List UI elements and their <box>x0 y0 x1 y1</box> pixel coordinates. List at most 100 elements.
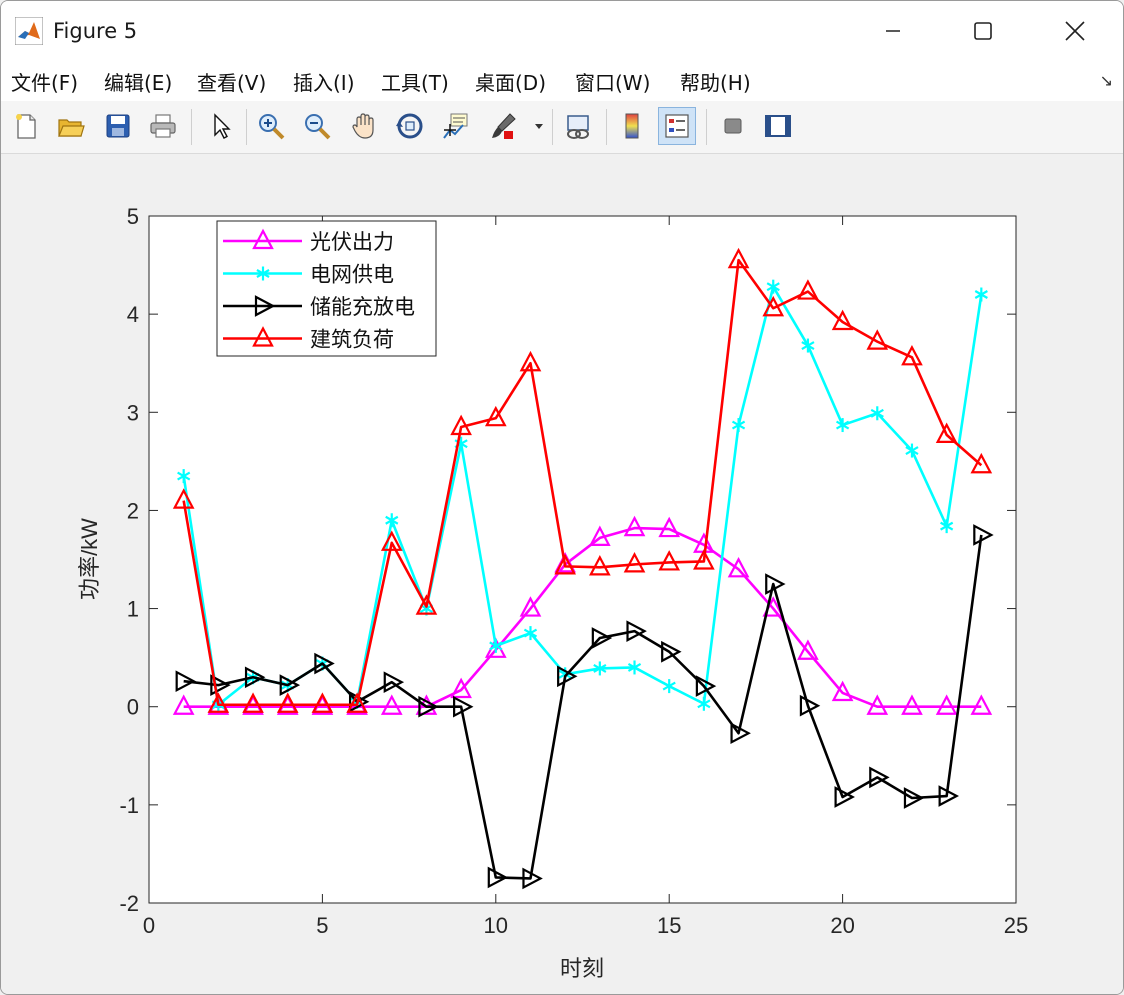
legend-icon <box>665 114 689 138</box>
legend-marker <box>252 228 274 250</box>
open-file-icon <box>58 119 85 137</box>
data-point <box>279 674 301 696</box>
asterisk-stroke <box>593 663 607 673</box>
hide-plot-tools-icon <box>724 118 742 134</box>
data-point <box>731 418 746 433</box>
data-point <box>311 692 334 713</box>
menu-window[interactable]: 窗口(W) <box>575 71 651 95</box>
data-point <box>766 279 780 294</box>
legend-label: 储能充放电 <box>310 296 415 319</box>
data-point <box>801 338 815 353</box>
x-tick-label: 0 <box>143 913 155 938</box>
x-tick-label: 20 <box>830 913 854 938</box>
menu-insert[interactable]: 插入(I) <box>293 71 355 95</box>
show-plot-tools-icon <box>765 115 791 137</box>
data-point <box>901 694 923 715</box>
show-plot-tools-button[interactable] <box>759 107 797 145</box>
data-point <box>242 692 264 713</box>
menu-file[interactable]: 文件(F) <box>11 71 79 95</box>
data-point <box>869 766 890 789</box>
colorbar-button[interactable] <box>613 107 651 145</box>
close-button[interactable] <box>1045 9 1105 53</box>
x-tick-label: 10 <box>484 913 508 938</box>
data-point <box>172 488 195 509</box>
data-point <box>831 309 854 331</box>
data-point <box>623 552 646 573</box>
data-point <box>210 674 231 696</box>
data-cursor-button[interactable] <box>437 107 475 145</box>
asterisk-stroke <box>940 521 954 531</box>
data-point <box>970 694 993 715</box>
asterisk-stroke <box>256 269 270 278</box>
brush-button[interactable] <box>484 107 522 145</box>
data-point <box>554 554 576 575</box>
pan-hand-icon <box>352 113 374 139</box>
data-point <box>453 695 474 718</box>
data-point <box>380 694 403 715</box>
data-point <box>522 867 543 890</box>
asterisk-stroke <box>905 446 919 456</box>
toolbar-separator <box>706 109 707 145</box>
toolbar-separator <box>246 109 247 145</box>
link-plot-button[interactable] <box>559 107 597 145</box>
zoom-in-icon <box>259 114 285 140</box>
menu-view[interactable]: 查看(V) <box>197 71 267 95</box>
print-button[interactable] <box>144 107 182 145</box>
asterisk-stroke <box>697 699 711 709</box>
zoom-in-button[interactable] <box>252 107 290 145</box>
maximize-button[interactable] <box>953 9 1013 53</box>
data-point <box>627 660 642 675</box>
pan-button[interactable] <box>345 107 383 145</box>
brush-dropdown[interactable] <box>529 107 549 145</box>
pointer-button[interactable] <box>201 107 239 145</box>
zoom-out-button[interactable] <box>298 107 336 145</box>
data-point <box>866 329 889 350</box>
dock-arrow-icon[interactable]: ↘ <box>1099 71 1113 90</box>
legend-box <box>216 220 437 357</box>
asterisk-stroke <box>523 628 538 638</box>
new-figure-button[interactable] <box>7 107 45 145</box>
data-point <box>519 350 542 372</box>
data-point <box>519 596 542 617</box>
rotate-3d-icon <box>396 113 423 139</box>
minimize-button[interactable] <box>863 9 923 53</box>
open-file-button[interactable] <box>52 107 90 145</box>
hide-plot-tools-button[interactable] <box>714 107 752 145</box>
menu-help[interactable]: 帮助(H) <box>680 71 751 95</box>
data-point <box>935 422 958 443</box>
rotate-3d-button[interactable] <box>391 107 429 145</box>
y-tick-label: 4 <box>127 302 139 327</box>
y-tick-label: -1 <box>119 793 139 818</box>
legend-marker <box>256 266 270 281</box>
link-plot-icon <box>567 115 589 139</box>
legend-label: 电网供电 <box>310 264 394 287</box>
data-point <box>762 295 785 317</box>
figure-toolbar <box>1 101 1123 154</box>
asterisk-stroke <box>870 408 884 418</box>
legend-button[interactable] <box>658 107 696 145</box>
maximize-icon <box>974 22 992 40</box>
data-point <box>903 787 925 809</box>
y-tick-label: 0 <box>127 695 139 720</box>
menu-bar: 文件(F) 编辑(E) 查看(V) 插入(I) 工具(T) 桌面(D) 窗口(W… <box>1 61 1123 101</box>
data-point <box>658 516 681 538</box>
data-point <box>175 670 197 693</box>
zoom-out-icon <box>305 114 331 140</box>
data-point <box>487 866 509 889</box>
menu-tools[interactable]: 工具(T) <box>381 71 449 95</box>
data-point <box>973 524 994 546</box>
data-point <box>276 692 299 713</box>
menu-edit[interactable]: 编辑(E) <box>104 71 173 95</box>
data-point <box>658 550 681 571</box>
legend-marker <box>254 295 276 317</box>
data-point <box>693 549 715 570</box>
data-point <box>799 694 821 717</box>
menu-desktop[interactable]: 桌面(D) <box>475 71 547 95</box>
data-point <box>626 620 647 642</box>
save-button[interactable] <box>99 107 137 145</box>
series-建筑负荷 <box>172 247 993 713</box>
data-point <box>662 679 676 694</box>
data-point <box>905 443 919 458</box>
data-point <box>730 722 751 745</box>
